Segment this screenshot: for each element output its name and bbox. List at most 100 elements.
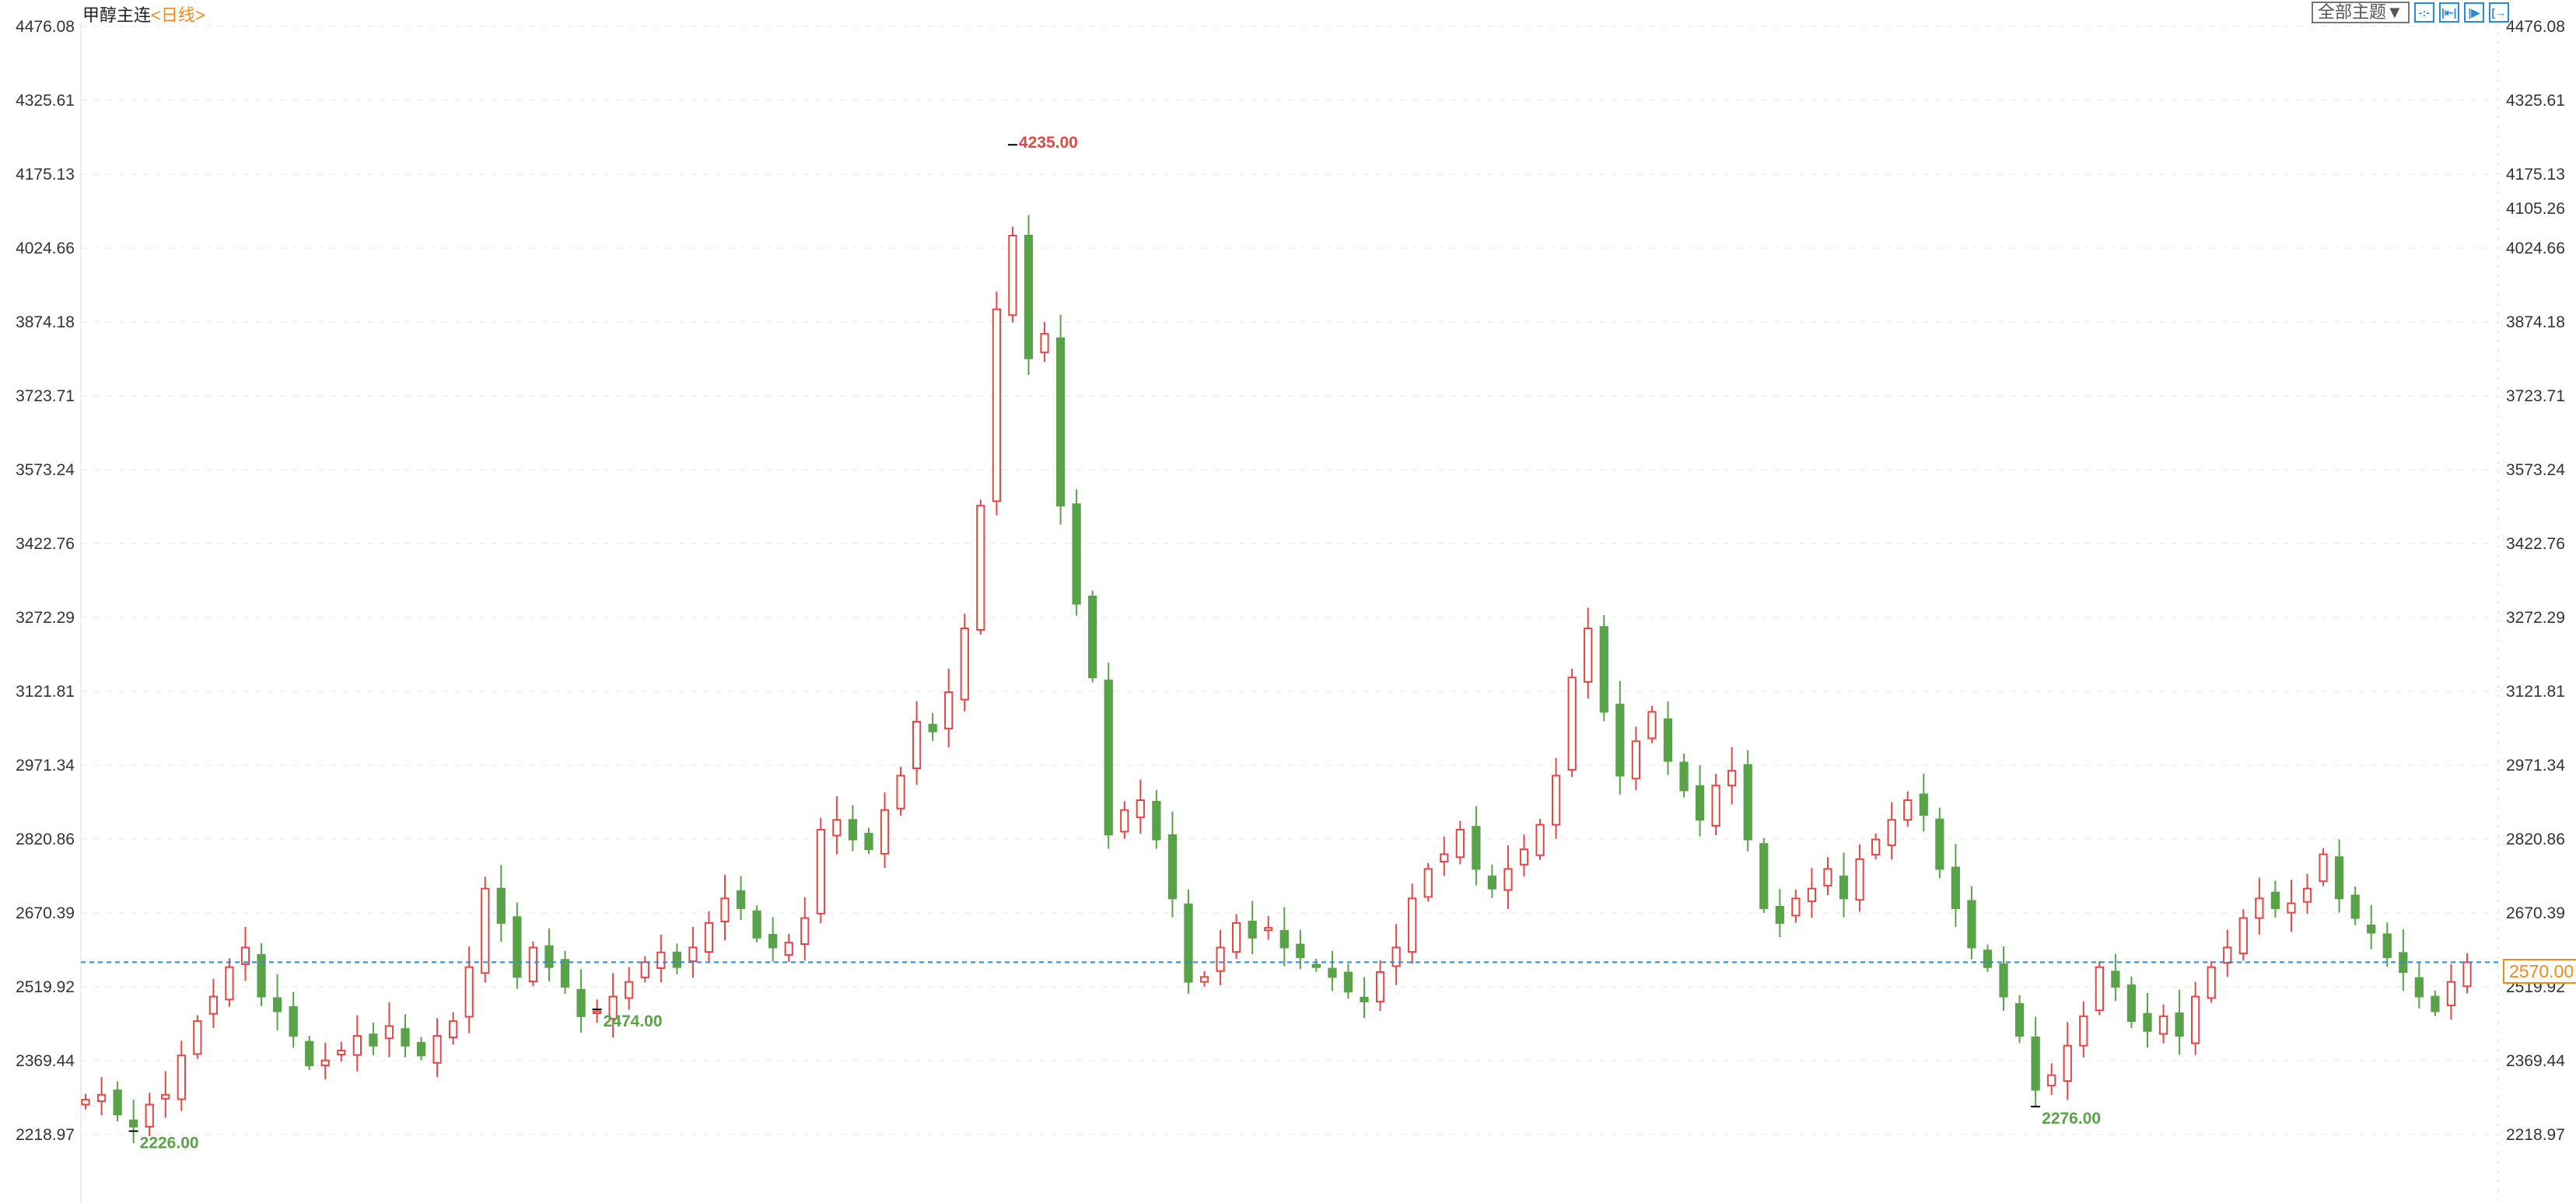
candle-body [305,1040,314,1066]
candle-up [2287,880,2296,932]
play-forward-icon[interactable]: |▶ [2463,2,2484,23]
candle-body [656,951,666,969]
candle-up [704,911,714,962]
candle-body [1615,703,1625,777]
period-selector[interactable]: <日线> [151,5,205,25]
candle-body [2255,897,2264,919]
candle-body [2446,981,2456,1006]
candle-body [225,966,234,1001]
candle-up [1807,868,1817,918]
candle-body [1775,906,1784,924]
candle-body [736,890,746,909]
candle-down [1967,886,1976,960]
candle-body [320,1059,330,1066]
y-tick-label: 2670.39 [2506,904,2565,922]
candle-body [2414,977,2424,998]
candle-body [2287,902,2296,914]
candle-body [2191,995,2200,1044]
candle-body [177,1054,186,1100]
candle-up [1375,960,1385,1012]
candle-down [513,902,522,989]
candle-body [1807,887,1817,903]
candle-up [1903,791,1913,827]
candle-up [2047,1063,2056,1095]
candle-body [1871,838,1881,856]
crosshair-icon[interactable]: -:- [2413,2,2434,23]
candle-up [161,1071,170,1118]
candle-down [1999,946,2008,1011]
candle-down [113,1081,122,1122]
candle-down [1919,773,1928,832]
candle-down [2431,990,2440,1016]
candle-body [145,1103,154,1128]
candle-up [2063,1022,2072,1100]
candle-down [1935,807,1944,879]
candle-body [449,1020,458,1038]
candle-body [496,887,506,924]
candle-body [2350,894,2360,919]
candle-down [1360,977,1369,1019]
candle-up [832,796,842,855]
candle-body [832,819,842,837]
candle-body [240,946,250,965]
go-latest-icon[interactable]: [→ [2488,2,2509,23]
candle-body [2431,995,2440,1012]
candle-up [720,875,730,941]
candle-up [1503,845,1513,909]
candle-body [992,308,1001,502]
candle-body [576,988,586,1017]
candle-body [2302,887,2312,903]
candle-body [2047,1074,2056,1086]
candle-up [81,1093,90,1110]
candle-body [113,1089,122,1116]
candle-body [1567,677,1577,771]
candle-up [880,792,890,869]
candle-up [1535,819,1545,860]
candle-body [2207,966,2216,999]
candle-up [1408,883,1417,964]
annotations: 4235.00 2226.00 2474.00 2276.00 [128,134,2101,1152]
candle-body [2158,1015,2168,1035]
candle-down [2334,839,2344,913]
candle-body [2175,1012,2184,1037]
candle-up [193,1015,202,1059]
candle-up [1727,747,1737,805]
candle-body [1184,903,1193,983]
candle-body [369,1033,378,1047]
candle-body [1008,235,1017,316]
y-tick-label: 4024.66 [2506,240,2565,257]
candle-down [1152,789,1161,849]
candle-body [1823,868,1832,887]
theme-dropdown[interactable]: 全部主题▼ [2312,2,2410,23]
candle-body [1472,826,1481,870]
candle-body [560,959,570,988]
candle-body [193,1020,202,1055]
candle-up [2095,961,2104,1016]
candle-up [1391,924,1401,985]
y-tick-label: 2369.44 [2506,1052,2565,1070]
candle-body [528,946,538,983]
y-tick-label: 2218.97 [2506,1126,2565,1144]
candle-body [960,628,969,701]
y-tick-label: 3874.18 [16,313,75,331]
candle-body [2111,970,2120,988]
candle-up [784,933,793,963]
zoom-range-icon[interactable]: |⇤| [2438,2,2459,23]
candle-body [544,945,554,968]
candle-down [2270,880,2280,918]
y-tick-label: 2820.86 [2506,831,2565,848]
y-tick-label: 2971.34 [16,757,75,775]
candle-up [1887,802,1896,860]
candle-body [161,1093,170,1100]
candle-body [352,1035,362,1056]
candle-up [592,999,602,1023]
candle-body [337,1050,346,1056]
candle-down [928,712,937,741]
candle-body [272,997,282,1012]
candle-body [1311,963,1321,968]
candle-body [2382,933,2392,959]
candle-down [752,905,761,942]
candle-body [1487,875,1497,890]
candle-down [1311,958,1321,972]
